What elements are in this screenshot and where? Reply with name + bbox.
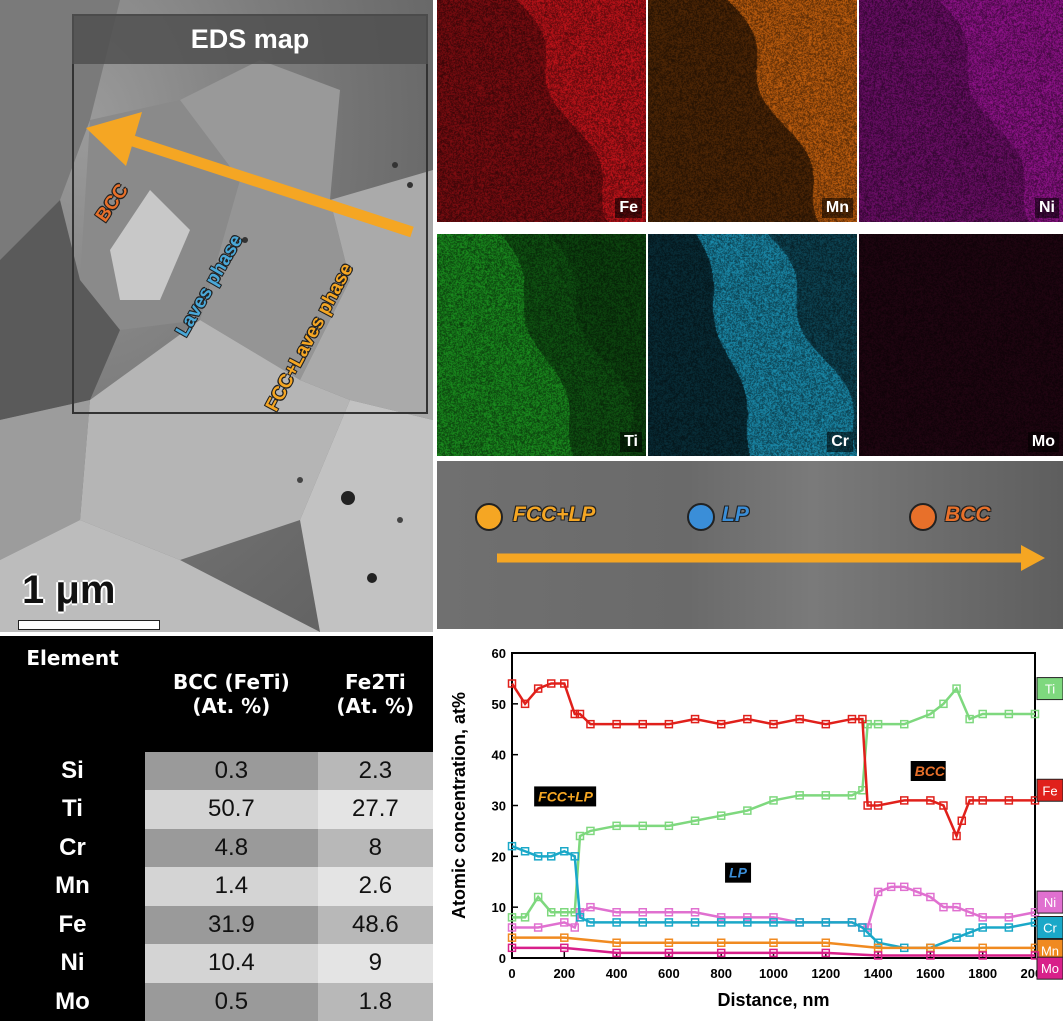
line-scan-image: FCC+LP LP BCC: [437, 461, 1063, 629]
row-bcc-value: 10.4: [145, 944, 318, 983]
annotation-bcc: BCC: [915, 763, 946, 779]
concentration-line-chart: 0 200 400 600 800 1000 1200 1400 1600 1800 2000010…: [437, 633, 1063, 1021]
row-element: Ti: [0, 790, 145, 829]
map-fe-image: [437, 0, 646, 222]
row-bcc-value: 0.3: [145, 752, 318, 791]
table-row: Cr 4.8 8: [0, 829, 433, 868]
x-tick-label: 600: [658, 966, 680, 981]
table-row: Fe 31.9 48.6: [0, 906, 433, 945]
map-mo-label: Mo: [1028, 432, 1059, 452]
legend-label-ni: Ni: [1044, 895, 1056, 910]
x-tick-label: 400: [606, 966, 628, 981]
table-row: Mo 0.5 1.8: [0, 983, 433, 1021]
y-tick-label: 60: [492, 646, 506, 661]
legend-label-mo: Mo: [1041, 961, 1059, 976]
map-fe: Fe: [437, 0, 646, 222]
row-laves-value: 2.3: [318, 752, 433, 791]
map-mn: Mn: [648, 0, 857, 222]
row-element: Mo: [0, 983, 145, 1021]
scale-bar-label: 1 μm: [22, 568, 115, 613]
table-row: Ti 50.7 27.7: [0, 790, 433, 829]
col-header-laves-line2: (At. %): [318, 694, 433, 718]
col-header-bcc-line2: (At. %): [145, 694, 318, 718]
map-mn-label: Mn: [822, 198, 853, 218]
row-laves-value: 9: [318, 944, 433, 983]
y-tick-label: 0: [499, 951, 506, 966]
row-element: Si: [0, 752, 145, 791]
table-row: Ni 10.4 9: [0, 944, 433, 983]
row-laves-value: 27.7: [318, 790, 433, 829]
y-tick-label: 20: [492, 849, 506, 864]
col-header-laves: Fe2Ti (At. %): [318, 636, 433, 752]
x-tick-label: 1800: [968, 966, 997, 981]
map-ni-label: Ni: [1035, 198, 1059, 218]
y-tick-label: 50: [492, 697, 506, 712]
line-scan-arrow: [437, 461, 1063, 629]
row-bcc-value: 31.9: [145, 906, 318, 945]
row-element: Fe: [0, 906, 145, 945]
map-ni: Ni: [859, 0, 1063, 222]
legend-label-mn: Mn: [1041, 943, 1059, 958]
x-tick-label: 1200: [811, 966, 840, 981]
annotation-fcclp: FCC+LP: [538, 788, 594, 804]
x-axis-label: Distance, nm: [717, 990, 829, 1010]
annotation-lp: LP: [729, 865, 748, 881]
legend-label-ti: Ti: [1045, 682, 1055, 697]
table-row: Si 0.3 2.3: [0, 752, 433, 791]
x-tick-label: 1000: [759, 966, 788, 981]
composition-table: Element BCC (FeTi) (At. %) Fe2Ti (At. %) S…: [0, 636, 433, 1021]
map-fe-label: Fe: [615, 198, 642, 218]
row-laves-value: 8: [318, 829, 433, 868]
map-ti-image: [437, 234, 646, 456]
map-cr-label: Cr: [827, 432, 853, 452]
x-tick-label: 1600: [916, 966, 945, 981]
row-bcc-value: 4.8: [145, 829, 318, 868]
col-header-element: Element: [0, 636, 145, 752]
col-header-laves-line1: Fe2Ti: [318, 670, 433, 694]
row-element: Ni: [0, 944, 145, 983]
row-element: Mn: [0, 867, 145, 906]
x-tick-label: 800: [710, 966, 732, 981]
y-tick-label: 10: [492, 900, 506, 915]
y-tick-label: 30: [492, 799, 506, 814]
row-bcc-value: 1.4: [145, 867, 318, 906]
x-tick-label: 0: [508, 966, 515, 981]
map-mo: Mo: [859, 234, 1063, 456]
map-ti: Ti: [437, 234, 646, 456]
legend-label-fe: Fe: [1042, 783, 1057, 798]
eds-maps-grid: Fe Mn Ni Ti Cr Mo: [437, 0, 1063, 457]
scale-bar: [18, 620, 160, 630]
row-laves-value: 2.6: [318, 867, 433, 906]
row-laves-value: 48.6: [318, 906, 433, 945]
legend-label-cr: Cr: [1043, 921, 1057, 936]
y-tick-label: 40: [492, 748, 506, 763]
map-ni-image: [859, 0, 1063, 222]
scan-direction-arrow: [0, 0, 433, 632]
map-ti-label: Ti: [620, 432, 642, 452]
row-element: Cr: [0, 829, 145, 868]
table-row: Mn 1.4 2.6: [0, 867, 433, 906]
map-cr: Cr: [648, 234, 857, 456]
row-bcc-value: 50.7: [145, 790, 318, 829]
sem-image-panel: EDS map BCC Laves phase FCC+Laves phase …: [0, 0, 433, 632]
row-laves-value: 1.8: [318, 983, 433, 1021]
map-cr-image: [648, 234, 857, 456]
col-header-bcc: BCC (FeTi) (At. %): [145, 636, 318, 752]
col-header-bcc-line1: BCC (FeTi): [145, 670, 318, 694]
map-mn-image: [648, 0, 857, 222]
row-bcc-value: 0.5: [145, 983, 318, 1021]
x-tick-label: 200: [553, 966, 575, 981]
y-axis-label: Atomic concentration, at%: [449, 692, 469, 919]
map-mo-image: [859, 234, 1063, 456]
x-tick-label: 1400: [864, 966, 893, 981]
